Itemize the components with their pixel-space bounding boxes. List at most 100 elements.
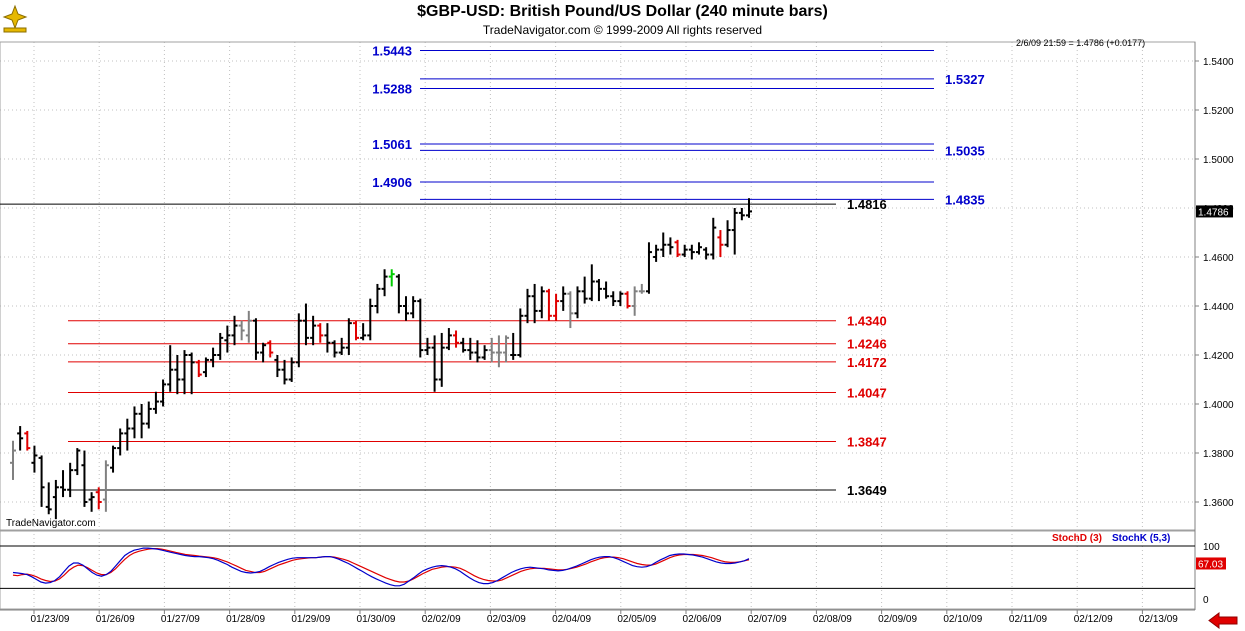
ohlc-bar xyxy=(588,264,595,302)
ohlc-bar xyxy=(538,286,545,319)
navigator-logo-icon[interactable] xyxy=(2,4,28,34)
level-label: 1.5443 xyxy=(372,43,412,58)
ohlc-bar xyxy=(317,323,324,343)
ohlc-bar xyxy=(638,283,645,294)
bars-layer xyxy=(10,198,752,520)
y-tick-label: 1.4000 xyxy=(1203,400,1234,411)
ohlc-bar xyxy=(695,242,702,255)
grid xyxy=(0,42,1195,610)
x-tick-label: 01/26/09 xyxy=(96,614,135,625)
ohlc-bar xyxy=(295,313,302,368)
ohlc-bar xyxy=(52,479,59,520)
ohlc-bar xyxy=(152,391,159,414)
ohlc-bar xyxy=(131,406,138,439)
ohlc-bar xyxy=(95,487,102,510)
ohlc-bar xyxy=(281,359,288,385)
ohlc-bar xyxy=(567,291,574,329)
ohlc-bar xyxy=(560,286,567,311)
last-price-label: 1.4786 xyxy=(1198,207,1229,218)
ohlc-bar xyxy=(324,323,331,353)
ohlc-bar xyxy=(381,269,388,297)
ohlc-bar xyxy=(352,320,359,341)
y-tick-label: 1.5200 xyxy=(1203,106,1234,117)
y-tick-label: 1.5400 xyxy=(1203,57,1234,68)
y-tick-label: 1.5000 xyxy=(1203,155,1234,166)
x-tick-label: 02/09/09 xyxy=(878,614,917,625)
ohlc-bar xyxy=(360,323,367,341)
ohlc-bar xyxy=(746,198,752,218)
level-label: 1.5288 xyxy=(372,81,412,96)
ohlc-bar xyxy=(667,237,674,255)
ohlc-bar xyxy=(553,293,560,321)
ohlc-bar xyxy=(245,310,252,343)
ohlc-bar xyxy=(302,303,309,346)
x-tick-label: 01/27/09 xyxy=(161,614,200,625)
ohlc-bar xyxy=(474,340,481,363)
ohlc-bar xyxy=(603,281,610,299)
x-tick-label: 01/29/09 xyxy=(291,614,330,625)
ohlc-bar xyxy=(467,337,474,360)
ohlc-bar xyxy=(60,470,67,498)
stoch-y-tick-label: 100 xyxy=(1203,542,1220,553)
ohlc-bar xyxy=(631,286,638,316)
ohlc-bar xyxy=(445,328,452,351)
ohlc-bar xyxy=(424,337,431,355)
ohlc-bar xyxy=(31,445,38,473)
ohlc-bar xyxy=(510,332,517,360)
x-tick-label: 02/12/09 xyxy=(1074,614,1113,625)
ohlc-bar xyxy=(438,332,445,387)
ohlc-bar xyxy=(488,337,495,363)
ohlc-bar xyxy=(288,357,295,382)
stoch-y-tick-label: 0 xyxy=(1203,595,1209,606)
ohlc-bar xyxy=(610,291,617,306)
level-label: 1.5061 xyxy=(372,137,412,152)
ohlc-bar xyxy=(231,315,238,346)
x-tick-label: 02/13/09 xyxy=(1139,614,1178,625)
price-axis: 1.36001.38001.40001.42001.44001.46001.48… xyxy=(1195,57,1234,606)
ohlc-bar xyxy=(45,482,52,515)
chart-subtitle: TradeNavigator.com © 1999-2009 All right… xyxy=(482,23,763,37)
ohlc-bar xyxy=(431,335,438,392)
x-tick-label: 02/05/09 xyxy=(617,614,656,625)
level-label: 1.4340 xyxy=(847,314,887,329)
ohlc-bar xyxy=(102,460,109,512)
ohlc-bar xyxy=(252,318,259,360)
ohlc-bar xyxy=(24,430,31,451)
ohlc-bar xyxy=(388,269,395,287)
x-tick-label: 02/06/09 xyxy=(683,614,722,625)
level-label: 1.4906 xyxy=(372,175,412,190)
x-tick-label: 02/03/09 xyxy=(487,614,526,625)
x-tick-label: 02/08/09 xyxy=(813,614,852,625)
y-tick-label: 1.3800 xyxy=(1203,449,1234,460)
ohlc-bar xyxy=(710,217,717,260)
ohlc-bar xyxy=(624,291,631,309)
ohlc-bar xyxy=(395,274,402,314)
ohlc-bar xyxy=(67,462,74,498)
ohlc-bar xyxy=(410,296,417,319)
ohlc-bar xyxy=(210,347,217,368)
stoch-last-label: 67.03 xyxy=(1198,559,1223,570)
x-tick-label: 01/28/09 xyxy=(226,614,265,625)
ohlc-bar xyxy=(724,220,731,248)
x-tick-label: 02/10/09 xyxy=(943,614,982,625)
ohlc-bar xyxy=(374,283,381,314)
ohlc-bar xyxy=(703,247,710,260)
ohlc-bar xyxy=(645,242,652,294)
ohlc-bar xyxy=(160,379,167,407)
stoch-d-legend: StochD (3) xyxy=(1052,533,1102,544)
level-label: 1.4246 xyxy=(847,337,887,352)
levels-layer: 1.5443 1.5327 1.5288 1.5061 1.5035 1.4906 1.48… xyxy=(0,43,985,498)
ohlc-bar xyxy=(17,426,24,451)
scroll-left-arrow-icon[interactable] xyxy=(1207,612,1239,629)
level-label: 1.4816 xyxy=(847,197,887,212)
stoch-k-line xyxy=(12,547,750,587)
ohlc-bar xyxy=(481,345,488,360)
stoch-last-marker xyxy=(1196,557,1226,570)
quote-readout: 2/6/09 21:59 = 1.4786 (+0.0177) xyxy=(1016,38,1145,48)
level-label: 1.4047 xyxy=(847,385,887,400)
x-tick-label: 02/02/09 xyxy=(422,614,461,625)
ohlc-bar xyxy=(403,296,410,321)
y-tick-label: 1.4600 xyxy=(1203,253,1234,264)
ohlc-bar xyxy=(660,232,667,257)
ohlc-bar xyxy=(224,325,231,353)
